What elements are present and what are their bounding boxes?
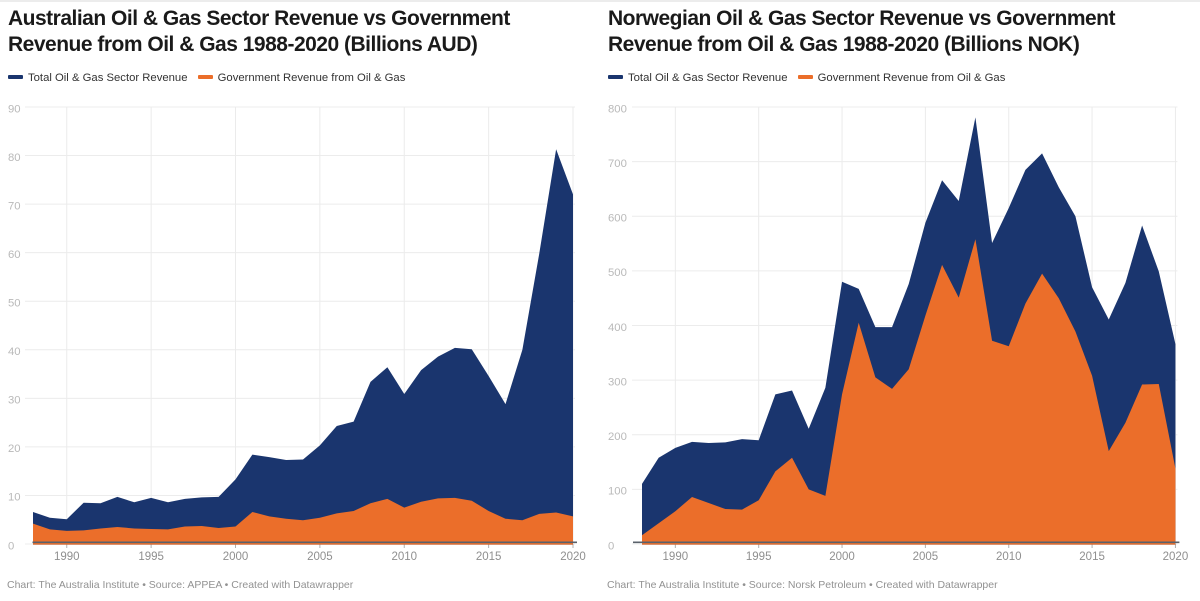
svg-text:2010: 2010 [391,551,417,563]
svg-text:200: 200 [608,431,627,443]
svg-text:100: 100 [608,486,627,498]
svg-text:2000: 2000 [829,551,855,563]
svg-text:2005: 2005 [913,551,939,563]
svg-text:500: 500 [608,267,627,279]
svg-text:60: 60 [8,249,21,261]
svg-text:0: 0 [608,540,614,552]
svg-text:2020: 2020 [1163,551,1189,563]
svg-text:80: 80 [8,152,21,164]
svg-text:30: 30 [8,395,21,407]
svg-text:90: 90 [8,103,21,115]
svg-text:10: 10 [8,492,21,504]
svg-text:40: 40 [8,346,21,358]
svg-text:2005: 2005 [307,551,333,563]
svg-text:600: 600 [608,213,627,225]
svg-text:1995: 1995 [138,551,164,563]
svg-text:400: 400 [608,322,627,334]
svg-text:1990: 1990 [663,551,689,563]
svg-text:700: 700 [608,158,627,170]
svg-text:2010: 2010 [996,551,1022,563]
svg-text:1995: 1995 [746,551,772,563]
svg-text:70: 70 [8,200,21,212]
svg-text:50: 50 [8,298,21,310]
svg-text:0: 0 [8,540,14,552]
svg-text:2020: 2020 [560,551,586,563]
svg-text:300: 300 [608,376,627,388]
svg-text:1990: 1990 [54,551,80,563]
svg-text:800: 800 [608,103,627,115]
svg-text:2000: 2000 [223,551,249,563]
svg-text:20: 20 [8,443,21,455]
svg-text:2015: 2015 [1079,551,1105,563]
svg-text:2015: 2015 [476,551,502,563]
